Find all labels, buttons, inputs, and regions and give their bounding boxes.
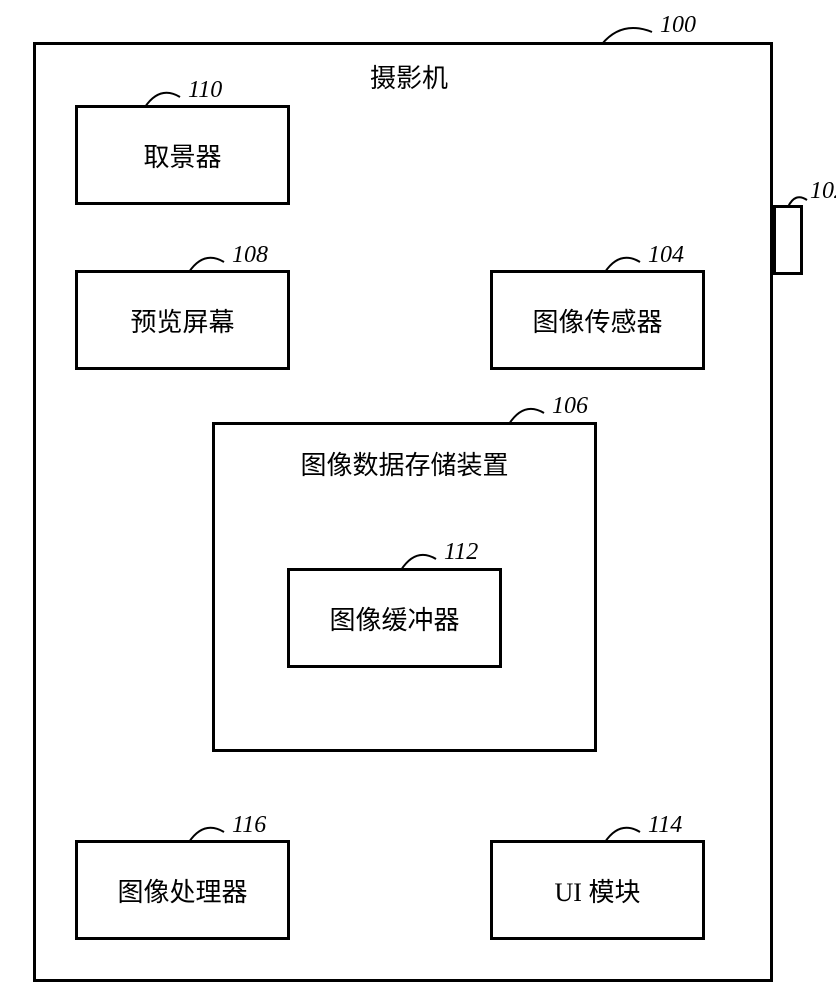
sensor-text: 图像传感器 (532, 302, 662, 339)
lens-ref-label: 102 (810, 178, 836, 205)
viewfinder-ref-label: 110 (188, 77, 222, 104)
lens-box (773, 205, 803, 275)
ui-module-box: UI 模块 (490, 840, 705, 940)
buffer-ref-label: 112 (444, 539, 478, 566)
preview-box: 预览屏幕 (75, 270, 290, 370)
ui-module-text: UI 模块 (555, 872, 641, 909)
buffer-box: 图像缓冲器 (287, 568, 502, 668)
ui-module-ref-label: 114 (648, 812, 682, 839)
storage-ref-label: 106 (552, 393, 588, 420)
processor-box: 图像处理器 (75, 840, 290, 940)
outer-title: 摄影机 (370, 58, 448, 95)
processor-text: 图像处理器 (117, 872, 247, 909)
buffer-text: 图像缓冲器 (329, 600, 459, 637)
outer-ref-label: 100 (660, 12, 696, 39)
sensor-box: 图像传感器 (490, 270, 705, 370)
sensor-ref-label: 104 (648, 242, 684, 269)
processor-ref-label: 116 (232, 812, 266, 839)
preview-ref-label: 108 (232, 242, 268, 269)
diagram-canvas: 摄影机 100 102 取景器 110 预览屏幕 108 图像传感器 104 图… (0, 0, 836, 1000)
storage-text: 图像数据存储装置 (215, 445, 594, 482)
preview-text: 预览屏幕 (130, 302, 234, 339)
viewfinder-text: 取景器 (143, 137, 221, 174)
viewfinder-box: 取景器 (75, 105, 290, 205)
